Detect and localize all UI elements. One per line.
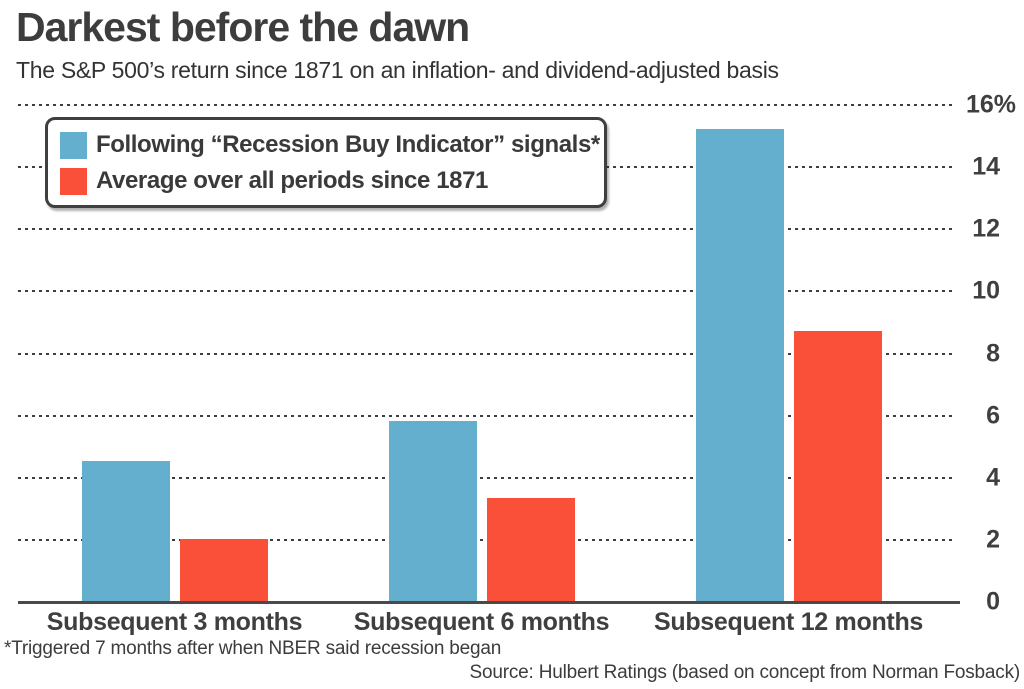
- y-tick-label-0: 0: [986, 587, 1000, 616]
- y-tick-label-4: 4: [986, 463, 1000, 492]
- legend-item: Average over all periods since 1871: [60, 167, 590, 195]
- gridline-10: [18, 290, 955, 293]
- legend-label: Following “Recession Buy Indicator” sign…: [96, 131, 600, 158]
- y-tick-label-14: 14: [972, 152, 1000, 181]
- bar-series0-subsequent-3-months: [81, 461, 170, 601]
- bar-series0-subsequent-6-months: [388, 420, 477, 601]
- chart-source: Source: Hulbert Ratings (based on concep…: [469, 662, 1021, 683]
- x-axis-line: [18, 601, 960, 604]
- y-tick-label-16: 16%: [965, 90, 1016, 119]
- legend-label: Average over all periods since 1871: [96, 167, 488, 194]
- legend: Following “Recession Buy Indicator” sign…: [45, 117, 607, 208]
- gridline-8: [18, 352, 955, 355]
- x-axis-label-2: Subsequent 6 months: [353, 608, 610, 636]
- legend-swatch-red: [60, 167, 87, 195]
- gridline-12: [18, 228, 955, 231]
- page-subtitle: The S&P 500’s return since 1871 on an in…: [16, 57, 779, 83]
- chart-footnote: *Triggered 7 months after when NBER said…: [4, 638, 502, 659]
- gridline-6: [18, 414, 955, 417]
- x-axis-label-1: Subsequent 3 months: [46, 608, 303, 636]
- gridline-16: [18, 104, 955, 106]
- bar-series1-subsequent-6-months: [486, 498, 575, 601]
- bar-series1-subsequent-12-months: [793, 330, 882, 601]
- bar-series0-subsequent-12-months: [695, 128, 784, 601]
- legend-swatch-blue: [60, 131, 87, 159]
- x-axis-label-3: Subsequent 12 months: [653, 608, 924, 636]
- y-tick-label-8: 8: [986, 339, 1000, 367]
- gridline-4: [18, 476, 955, 479]
- y-tick-label-6: 6: [986, 401, 1000, 430]
- y-tick-label-10: 10: [972, 276, 1000, 305]
- bar-series1-subsequent-3-months: [179, 538, 268, 601]
- page-title: Darkest before the dawn: [16, 4, 470, 50]
- legend-item: Following “Recession Buy Indicator” sign…: [60, 131, 600, 159]
- y-tick-label-2: 2: [986, 525, 1000, 554]
- y-tick-label-12: 12: [972, 214, 1000, 243]
